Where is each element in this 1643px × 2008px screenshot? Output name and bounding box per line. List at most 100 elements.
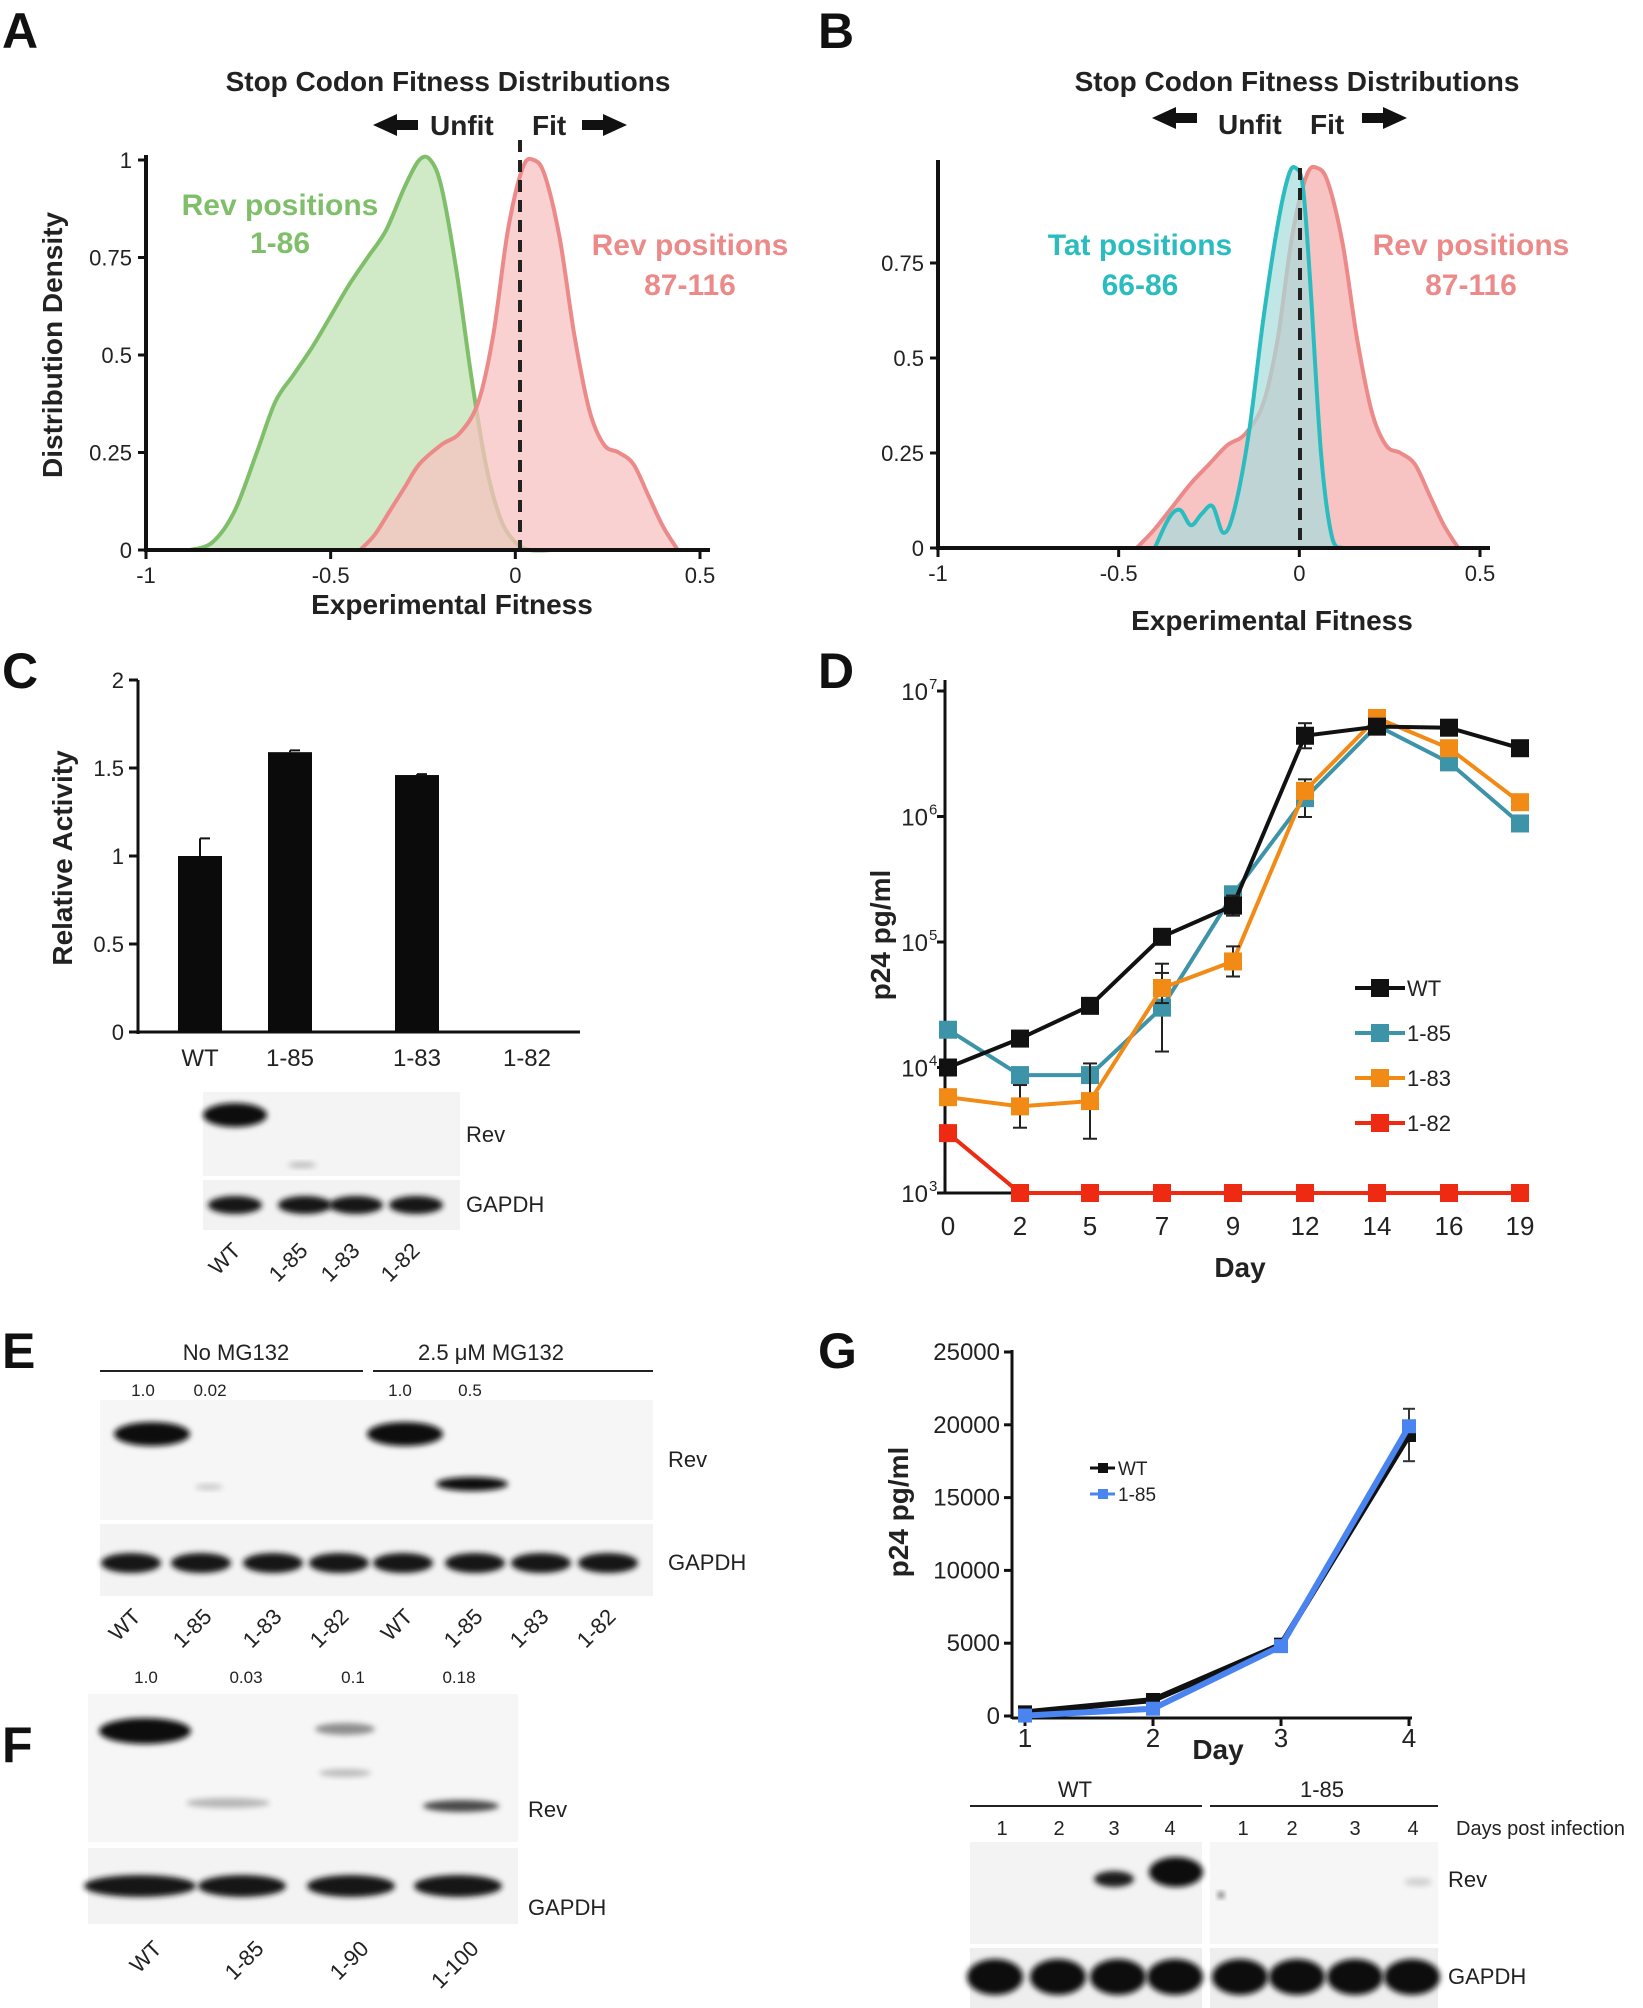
d-marker-1-82 xyxy=(939,1124,957,1143)
d-marker-1-82 xyxy=(1440,1184,1458,1202)
blot-g-day-1: 1 xyxy=(996,1818,1007,1840)
panel-d-log-line-chart: 10 310 410 510 610 70 2 5 7 9 12 14 16 19 Day p24 pg/… xyxy=(865,676,1534,1283)
d-marker-1-82 xyxy=(1011,1184,1029,1202)
blot-e-band-gapdh-3 xyxy=(243,1553,303,1573)
blot-e-band-rev-wt-1 xyxy=(114,1422,190,1446)
blot-g-day-7: 3 xyxy=(1349,1818,1360,1840)
g-x-tick-label: 1 xyxy=(1018,1723,1032,1753)
blot-g-band-rev-185-d4 xyxy=(1404,1878,1432,1886)
panel-letter-e: E xyxy=(2,1323,35,1379)
d-marker-1-82 xyxy=(1224,1184,1242,1202)
blot-g-speck-185 xyxy=(1218,1892,1224,1898)
blot-c-band-gapdh-1-85 xyxy=(278,1196,332,1214)
a-y-tick-label: 0 xyxy=(120,538,132,563)
panel-a-rev-1-86-label-l2: 1-86 xyxy=(250,227,310,260)
c-x-tick-label-wt: WT xyxy=(181,1045,219,1072)
a-area-rev-positions-87-116 xyxy=(360,158,678,550)
a-y-tick-label: 0.75 xyxy=(89,246,132,271)
g-marker-1-85 xyxy=(1274,1639,1288,1654)
blot-g-band-gapdh-1 xyxy=(967,1959,1023,1995)
blot-g-group-185: 1-85 xyxy=(1300,1777,1344,1802)
blot-e-lane-7: 1-83 xyxy=(505,1604,554,1653)
g-legend-label-1-85: 1-85 xyxy=(1118,1485,1156,1506)
blot-e-band-gapdh-5 xyxy=(373,1553,433,1573)
d-marker-1-83 xyxy=(1081,1092,1099,1111)
c-x-tick-label-1-85: 1-85 xyxy=(266,1045,314,1072)
d-marker-wt xyxy=(939,1058,957,1077)
blot-f-quant-4: 0.18 xyxy=(442,1668,475,1687)
c-y-tick-label: 2 xyxy=(112,668,124,693)
d-marker-1-83 xyxy=(939,1088,957,1107)
d-x-tick-label: 12 xyxy=(1291,1211,1320,1241)
panel-d-legend: WT 1-85 1-83 1-82 xyxy=(1355,976,1451,1136)
c-y-tick-label: 1 xyxy=(112,844,124,869)
panel-letter-d: D xyxy=(818,643,854,699)
panel-a-fit-label: Fit xyxy=(532,110,566,141)
blot-e-band-gapdh-7 xyxy=(511,1553,571,1573)
b-curve-tat-positions-66-86 xyxy=(1152,165,1345,550)
blot-e-band-rev-185-1 xyxy=(195,1484,223,1490)
g-legend-marker-wt xyxy=(1098,1463,1108,1473)
d-marker-wt xyxy=(1153,927,1171,946)
blot-g-band-gapdh-5 xyxy=(1212,1959,1268,1995)
b-y-tick-label: 0.75 xyxy=(881,251,924,276)
blot-f-band-rev-190-upper xyxy=(315,1723,375,1735)
d-legend-marker-1-82 xyxy=(1371,1114,1389,1132)
blot-f-band-rev-wt xyxy=(99,1718,191,1744)
panel-a-density-areas xyxy=(189,154,680,553)
blot-e-quant-1: 1.0 xyxy=(131,1381,155,1400)
blot-g-band-gapdh-7 xyxy=(1327,1959,1383,1995)
panel-b-rev-label-l1: Rev positions xyxy=(1373,229,1570,262)
panel-letter-b: B xyxy=(818,3,854,59)
g-marker-1-85 xyxy=(1402,1419,1416,1434)
blot-g-band-gapdh-4 xyxy=(1147,1959,1203,1995)
blot-e-lane-6: 1-85 xyxy=(439,1604,488,1653)
blot-e-lane-8: 1-82 xyxy=(572,1604,621,1653)
a-curve-rev-positions-87-116 xyxy=(358,156,680,552)
blot-g-day-labels: 1 2 3 4 1 2 3 4 xyxy=(996,1818,1418,1840)
blot-c-band-gapdh-1-82 xyxy=(389,1196,443,1214)
d-x-tick-label: 2 xyxy=(1013,1211,1027,1241)
c-bar-1-83 xyxy=(395,775,439,1032)
panel-a-unfit-label: Unfit xyxy=(430,110,494,141)
blot-f-lane-2: 1-85 xyxy=(220,1936,269,1985)
blot-f-band-rev-190-lower xyxy=(319,1769,371,1777)
d-marker-1-83 xyxy=(1153,978,1171,997)
blot-f-bands xyxy=(84,1718,502,1897)
d-y-tick-exponent: 3 xyxy=(929,1178,937,1195)
panel-g-series-and-axes: 0 5000 10000 15000 20000 25000 1 2 3 4 xyxy=(933,1339,1416,1753)
c-bar-wt xyxy=(178,856,222,1032)
g-line-1-85 xyxy=(1024,1424,1412,1719)
panel-b-unfit-arrow xyxy=(1152,107,1197,129)
blot-f-lane-3: 1-90 xyxy=(325,1936,374,1985)
d-marker-1-83 xyxy=(1511,793,1529,812)
panel-b-title: Stop Codon Fitness Distributions xyxy=(1075,66,1520,97)
panel-a-rev-87-116-label-l1: Rev positions xyxy=(592,229,789,262)
b-y-tick-label: 0 xyxy=(912,536,924,561)
blot-e-band-gapdh-2 xyxy=(171,1553,231,1573)
b-y-tick-label: 0.5 xyxy=(893,346,924,371)
blot-g-day-6: 2 xyxy=(1286,1818,1297,1840)
b-x-tick-label: -1 xyxy=(928,561,948,586)
panel-letter-c: C xyxy=(2,643,38,699)
a-x-tick-label: 0 xyxy=(509,563,521,588)
blot-f-quant-2: 0.03 xyxy=(229,1668,262,1687)
d-x-tick-label: 14 xyxy=(1363,1211,1392,1241)
blot-e-lane-4: 1-82 xyxy=(305,1604,354,1653)
blot-f-gapdh-label: GAPDH xyxy=(528,1895,606,1920)
g-y-tick-label: 5000 xyxy=(947,1630,1000,1657)
d-marker-wt xyxy=(1368,717,1386,736)
panel-b-tat-label-l1: Tat positions xyxy=(1048,229,1232,262)
blot-f-rev-label: Rev xyxy=(528,1797,567,1822)
d-marker-1-82 xyxy=(1081,1184,1099,1202)
d-marker-wt xyxy=(1224,896,1242,915)
d-x-tick-label: 19 xyxy=(1506,1211,1535,1241)
b-area-tat-positions-66-86 xyxy=(1154,167,1343,548)
g-y-tick-label: 20000 xyxy=(933,1412,1000,1439)
blot-e-lane-labels: WT 1-85 1-83 1-82 WT 1-85 1-83 1-82 xyxy=(104,1604,621,1653)
blot-f-quantification: 1.0 0.03 0.1 0.18 xyxy=(134,1668,475,1687)
c-y-tick-label: 0.5 xyxy=(93,932,124,957)
blot-e-quantification: 1.0 0.02 1.0 0.5 xyxy=(131,1381,482,1400)
panel-a-rev-1-86-label-l1: Rev positions xyxy=(182,189,379,222)
panel-b-tat-label-l2: 66-86 xyxy=(1102,269,1179,302)
